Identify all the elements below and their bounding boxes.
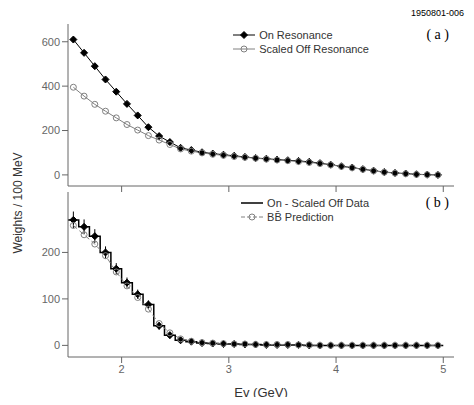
html-text:( a ): ( a ) — [426, 27, 449, 42]
svg-text:Eγ (GeV): Eγ (GeV) — [234, 385, 287, 397]
svg-text:200: 200 — [42, 246, 60, 258]
svg-text:2: 2 — [119, 363, 125, 375]
svg-text:100: 100 — [42, 293, 60, 305]
html-text:Weights / 100 MeV: Weights / 100 MeV — [11, 151, 25, 254]
html-text:1950801-006: 1950801-006 — [410, 8, 464, 18]
html-text:On - Scaled Off Data: On - Scaled Off Data — [267, 197, 369, 209]
html-text:( b ): ( b ) — [425, 195, 449, 210]
svg-text:400: 400 — [42, 80, 60, 92]
svg-text:0: 0 — [54, 169, 60, 181]
html-text:On Resonance: On Resonance — [259, 29, 333, 41]
svg-text:3: 3 — [226, 363, 232, 375]
svg-text:600: 600 — [42, 36, 60, 48]
svg-text:5: 5 — [440, 363, 446, 375]
svg-text:4: 4 — [333, 363, 339, 375]
html-text:BB̄ Prediction: BB̄ Prediction — [267, 211, 334, 223]
svg-text:0: 0 — [54, 339, 60, 351]
svg-text:200: 200 — [42, 124, 60, 136]
html-text:Scaled Off Resonance: Scaled Off Resonance — [259, 43, 369, 55]
